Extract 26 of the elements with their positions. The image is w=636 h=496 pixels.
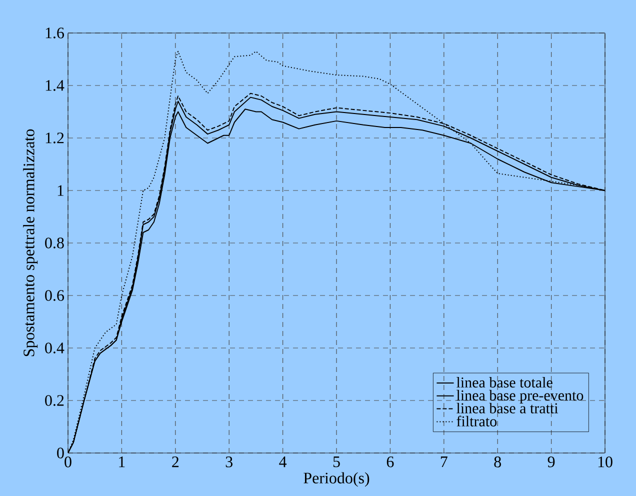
legend-label: linea base totale: [456, 377, 552, 388]
y-tick-label: 0.4: [45, 342, 64, 354]
x-tick-label: 6: [386, 456, 394, 468]
x-tick-label: 4: [279, 456, 287, 468]
x-tick-label: 8: [494, 456, 501, 468]
x-tick-label: 7: [440, 456, 448, 468]
y-tick-label: 1.6: [46, 28, 64, 38]
y-tick-label: 0.2: [45, 395, 64, 406]
y-tick-label: 0: [57, 448, 64, 458]
y-axis-title: Spostamento spettrale normalizzato: [23, 129, 38, 356]
y-tick-label: 0.6: [45, 290, 64, 301]
legend-label: linea base pre-evento: [456, 390, 584, 404]
x-tick-label: 2: [172, 456, 179, 468]
legend-label: filtrato: [456, 416, 497, 426]
x-tick-label: 5: [333, 456, 340, 468]
x-tick-label: 9: [548, 456, 555, 468]
y-tick-label: 1.2: [46, 132, 64, 144]
x-tick-label: 0: [64, 456, 72, 468]
y-tick-label: 0.8: [45, 238, 64, 248]
x-axis-title: Periodo(s): [304, 472, 370, 487]
x-tick-label: 1: [119, 456, 125, 468]
x-tick-label: 10: [598, 456, 612, 468]
legend-label: linea base a tratti: [456, 402, 558, 414]
y-tick-label: 1: [58, 185, 64, 196]
x-tick-label: 3: [226, 456, 232, 468]
y-tick-label: 1.4: [46, 80, 64, 91]
